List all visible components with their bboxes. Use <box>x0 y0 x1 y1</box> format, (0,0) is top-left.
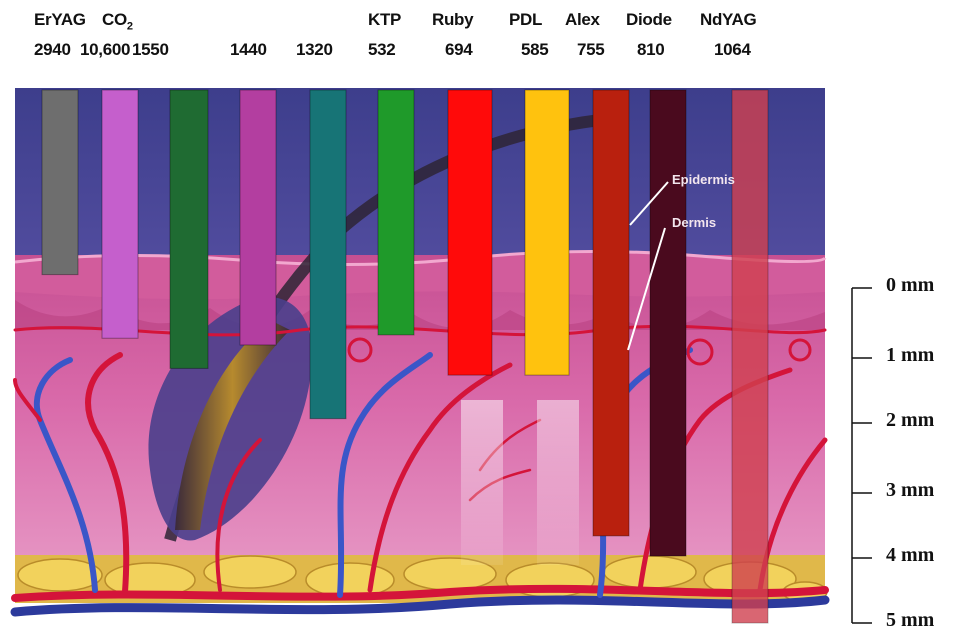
penetration-bar-wl1550 <box>169 89 209 369</box>
penetration-bar-wl1440 <box>239 89 277 346</box>
depth-label-1mm: 1 mm <box>886 344 935 366</box>
epidermis-pointer <box>629 181 669 226</box>
depth-label-2mm: 2 mm <box>886 409 935 431</box>
penetration-bar-eryag <box>41 89 79 276</box>
depth-label-4mm: 4 mm <box>886 544 935 566</box>
laser-penetration-bars <box>41 89 769 624</box>
laser-wavelength-810: 810 <box>637 40 665 59</box>
depth-label-0mm: 0 mm <box>886 274 935 296</box>
laser-name-alex: Alex <box>565 10 600 29</box>
penetration-bar-wl1320 <box>309 89 347 420</box>
epidermis-label: Epidermis <box>672 172 735 187</box>
laser-wavelength-694: 694 <box>445 40 473 59</box>
penetration-bar-ruby <box>447 89 493 376</box>
laser-name-pdl: PDL <box>509 10 543 29</box>
dermis-pointer <box>627 227 666 351</box>
depth-label-5mm: 5 mm <box>886 609 935 631</box>
laser-name-ktp: KTP <box>368 10 402 29</box>
ruby-transmission-glow <box>461 400 503 565</box>
depth-label-3mm: 3 mm <box>886 479 935 501</box>
laser-name-ndyag: NdYAG <box>700 10 757 29</box>
laser-wavelength-755: 755 <box>577 40 605 59</box>
laser-wavelength-1320: 1320 <box>296 40 333 59</box>
laser-name-co: CO2 <box>102 10 133 33</box>
dermis-layer <box>15 255 825 585</box>
skin-illustration <box>10 88 830 617</box>
laser-wavelength-532: 532 <box>368 40 396 59</box>
laser-name-diode: Diode <box>626 10 672 29</box>
laser-name-subscript: 2 <box>126 20 133 33</box>
laser-wavelength-10600: 10,600 <box>80 40 131 59</box>
dermis-label: Dermis <box>672 215 717 230</box>
laser-wavelength-1064: 1064 <box>714 40 751 59</box>
depth-scale <box>851 287 872 624</box>
penetration-bar-co <box>101 89 139 339</box>
penetration-bar-ndyag <box>731 89 769 624</box>
penetration-bar-pdl <box>524 89 570 376</box>
laser-name-eryag: ErYAG <box>34 10 86 29</box>
laser-name-ruby: Ruby <box>432 10 474 29</box>
penetration-bar-diode <box>649 89 687 557</box>
laser-wavelength-1550: 1550 <box>132 40 169 59</box>
laser-wavelength-1440: 1440 <box>230 40 267 59</box>
penetration-bar-ktp <box>377 89 415 336</box>
laser-wavelength-585: 585 <box>521 40 549 59</box>
pdl-transmission-glow <box>537 400 579 565</box>
laser-wavelength-2940: 2940 <box>34 40 71 59</box>
penetration-bar-alex <box>592 89 630 537</box>
